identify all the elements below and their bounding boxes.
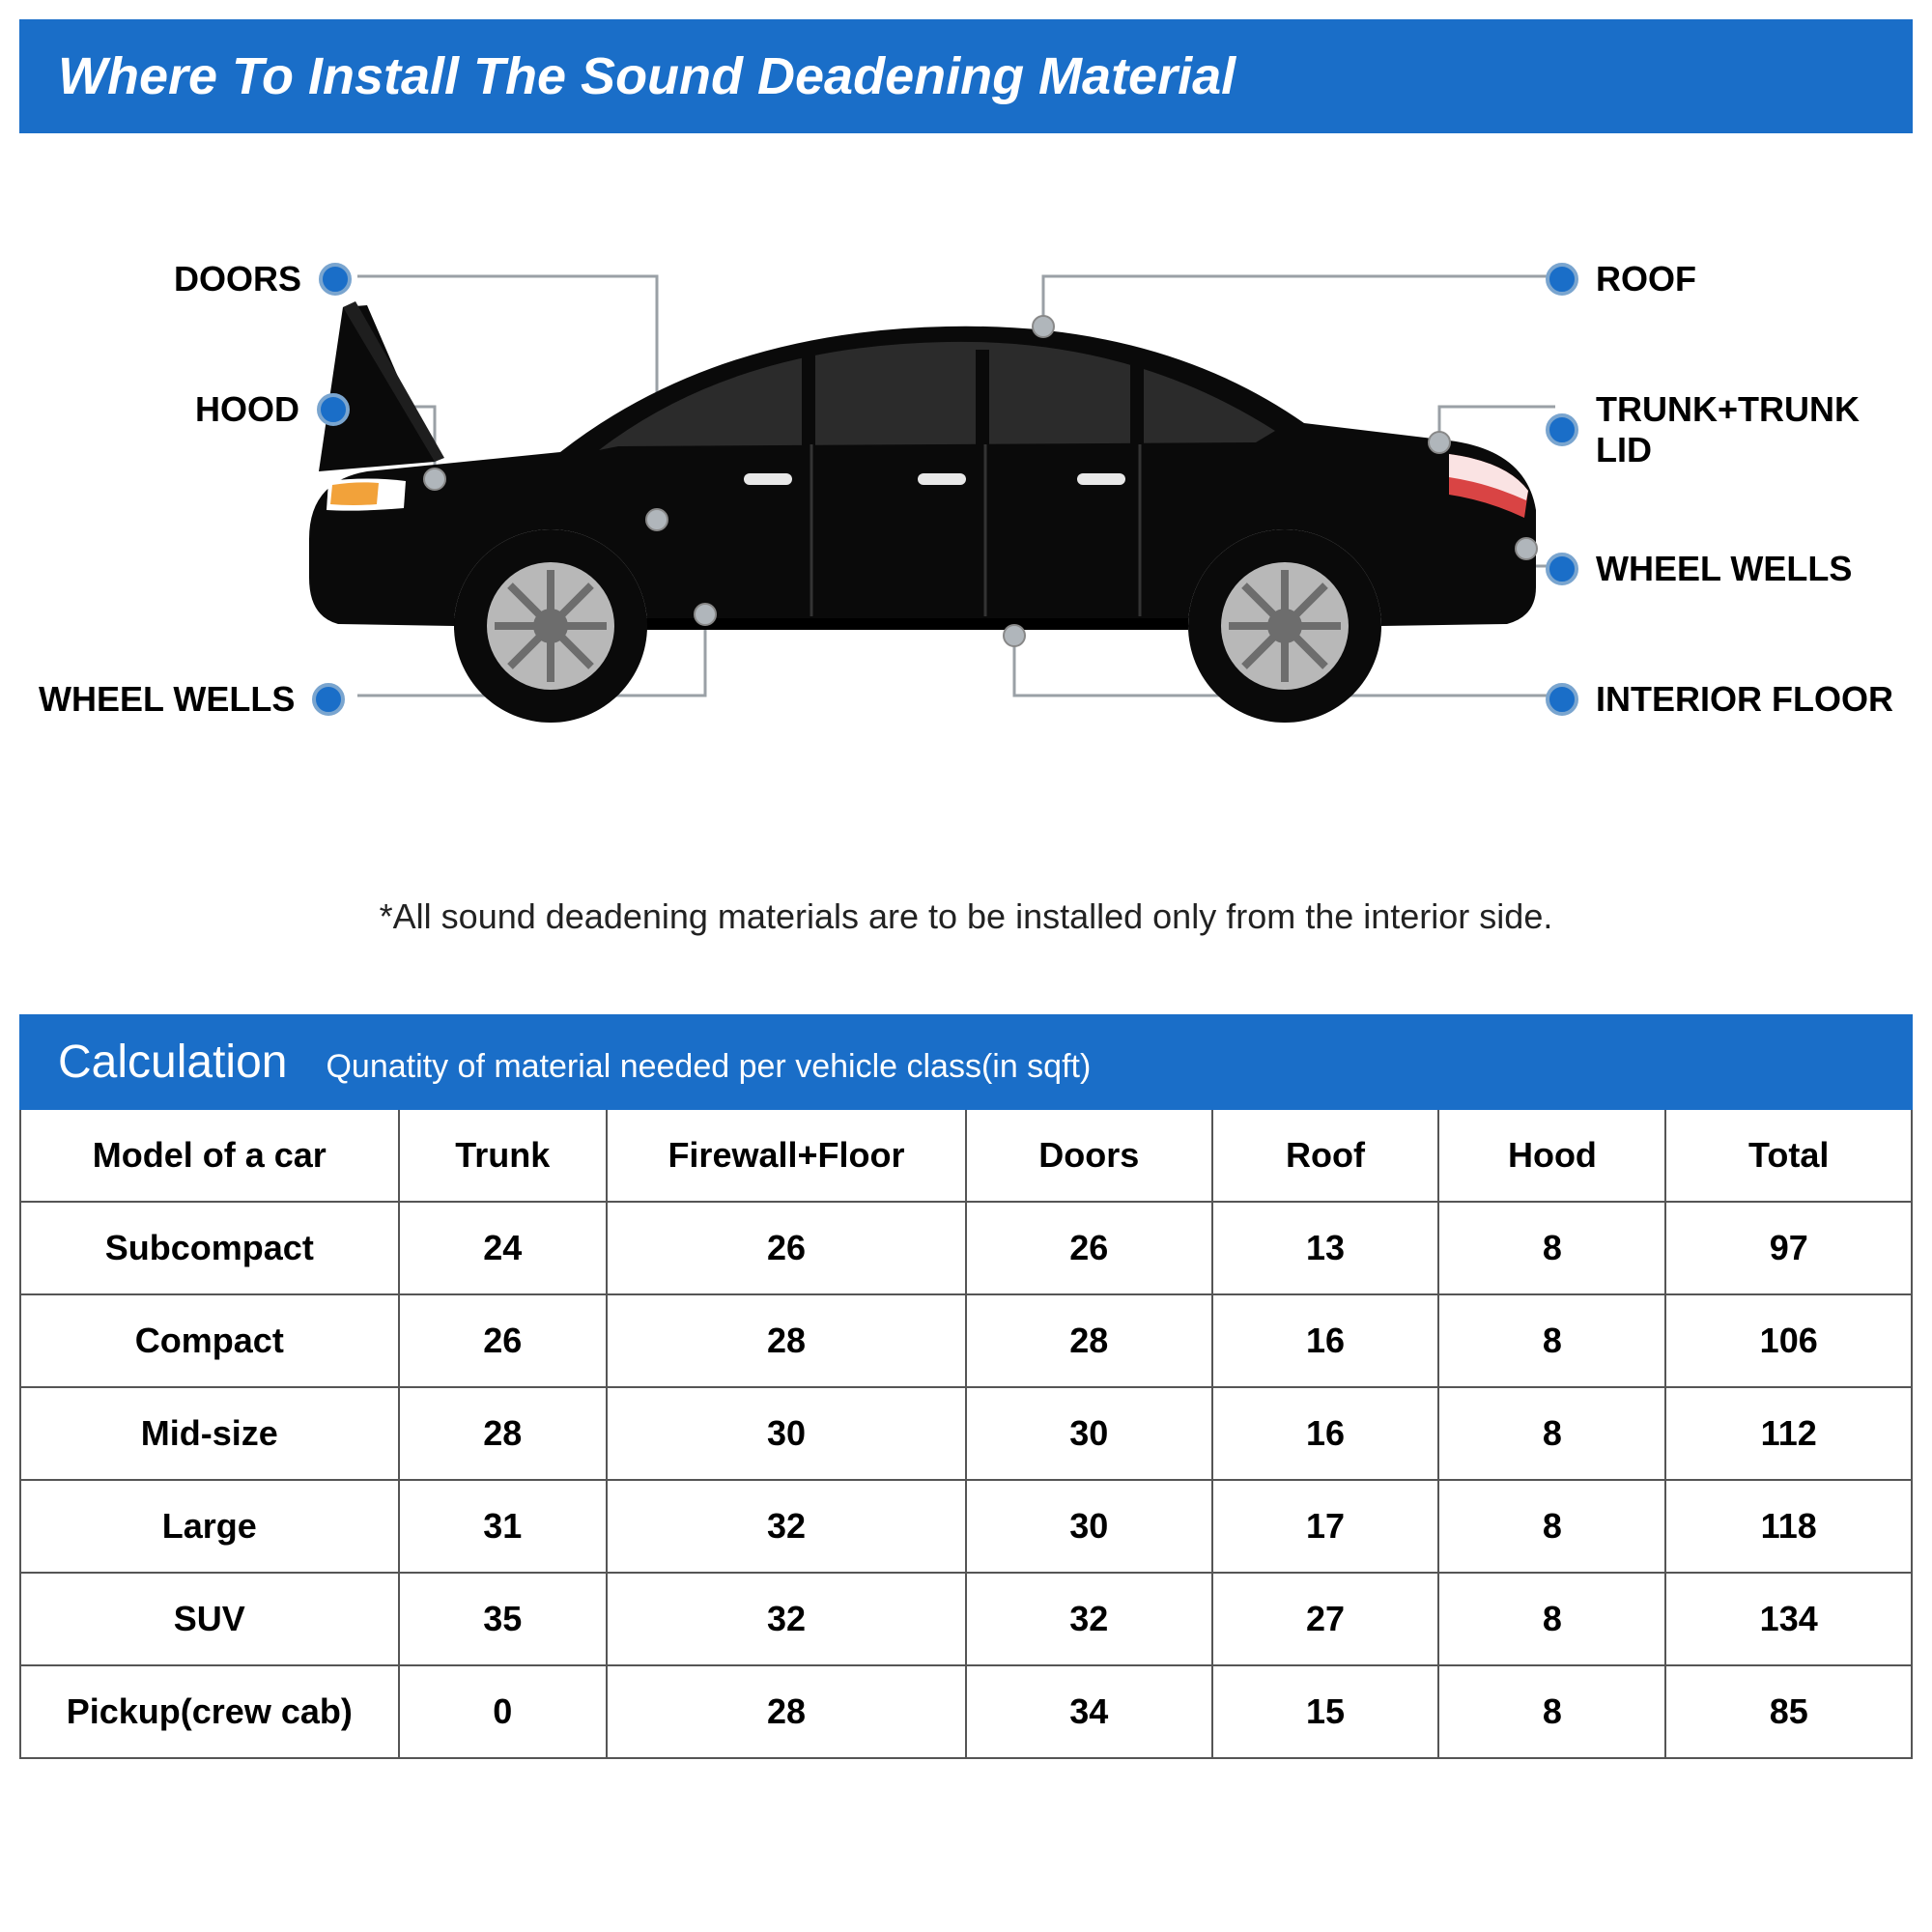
value-cell: 85 xyxy=(1665,1665,1912,1758)
header-title: Where To Install The Sound Deadening Mat… xyxy=(58,47,1236,105)
callout-line xyxy=(1043,276,1555,327)
value-cell: 112 xyxy=(1665,1387,1912,1480)
table-row: Mid-size283030168112 xyxy=(20,1387,1912,1480)
car-callout-dot xyxy=(695,604,716,625)
callout-label: WHEEL WELLS xyxy=(1596,549,1852,589)
value-cell: 8 xyxy=(1438,1480,1665,1573)
model-cell: Compact xyxy=(20,1294,399,1387)
car-illustration xyxy=(309,301,1536,723)
col-total: Total xyxy=(1665,1110,1912,1202)
callout-label: ROOF xyxy=(1596,259,1696,299)
value-cell: 32 xyxy=(607,1480,966,1573)
value-cell: 118 xyxy=(1665,1480,1912,1573)
callout-label: DOORS xyxy=(174,259,301,299)
value-cell: 28 xyxy=(399,1387,607,1480)
footnote: *All sound deadening materials are to be… xyxy=(19,896,1913,937)
value-cell: 26 xyxy=(399,1294,607,1387)
table-head-row: Model of a carTrunkFirewall+FloorDoorsRo… xyxy=(20,1110,1912,1202)
table-header: Calculation Qunatity of material needed … xyxy=(19,1014,1913,1110)
car-diagram: DOORS HOOD WHEEL WELLS ROOF TRUNK+TRUNK LID… xyxy=(19,191,1913,887)
value-cell: 28 xyxy=(607,1294,966,1387)
car-callout-dot xyxy=(1429,432,1450,453)
value-cell: 16 xyxy=(1212,1294,1439,1387)
value-cell: 8 xyxy=(1438,1387,1665,1480)
value-cell: 32 xyxy=(607,1573,966,1665)
value-cell: 16 xyxy=(1212,1387,1439,1480)
callout-dot-icon xyxy=(317,393,350,426)
value-cell: 26 xyxy=(966,1202,1212,1294)
table-row: SUV353232278134 xyxy=(20,1573,1912,1665)
header-bar: Where To Install The Sound Deadening Mat… xyxy=(19,19,1913,133)
col-hood: Hood xyxy=(1438,1110,1665,1202)
callout-label: WHEEL WELLS xyxy=(39,679,295,720)
model-cell: Subcompact xyxy=(20,1202,399,1294)
value-cell: 8 xyxy=(1438,1573,1665,1665)
value-cell: 24 xyxy=(399,1202,607,1294)
value-cell: 0 xyxy=(399,1665,607,1758)
value-cell: 8 xyxy=(1438,1202,1665,1294)
callout-dot-icon xyxy=(312,683,345,716)
value-cell: 13 xyxy=(1212,1202,1439,1294)
value-cell: 35 xyxy=(399,1573,607,1665)
value-cell: 106 xyxy=(1665,1294,1912,1387)
col-firewall-floor: Firewall+Floor xyxy=(607,1110,966,1202)
value-cell: 32 xyxy=(966,1573,1212,1665)
table-row: Large313230178118 xyxy=(20,1480,1912,1573)
model-cell: SUV xyxy=(20,1573,399,1665)
value-cell: 17 xyxy=(1212,1480,1439,1573)
value-cell: 97 xyxy=(1665,1202,1912,1294)
model-cell: Mid-size xyxy=(20,1387,399,1480)
table-row: Pickup(crew cab)0283415885 xyxy=(20,1665,1912,1758)
callout-label: TRUNK+TRUNK LID xyxy=(1596,389,1913,470)
callout-line xyxy=(1439,407,1555,442)
value-cell: 15 xyxy=(1212,1665,1439,1758)
callout-trunk-trunk-lid: TRUNK+TRUNK LID xyxy=(1546,389,1913,470)
callout-roof: ROOF xyxy=(1546,259,1696,299)
car-callout-dot xyxy=(1004,625,1025,646)
table-title: Calculation xyxy=(58,1036,287,1089)
car-callout-dot xyxy=(1033,316,1054,337)
car-callout-dot xyxy=(1516,538,1537,559)
value-cell: 8 xyxy=(1438,1294,1665,1387)
callout-wheel-wells: WHEEL WELLS xyxy=(1546,549,1852,589)
car-callout-dot xyxy=(424,469,445,490)
col-doors: Doors xyxy=(966,1110,1212,1202)
col-roof: Roof xyxy=(1212,1110,1439,1202)
callout-dot-icon xyxy=(319,263,352,296)
callout-doors: DOORS xyxy=(174,259,352,299)
col-trunk: Trunk xyxy=(399,1110,607,1202)
table-row: Subcompact24262613897 xyxy=(20,1202,1912,1294)
callout-label: INTERIOR FLOOR xyxy=(1596,679,1893,720)
car-callout-dot xyxy=(646,509,668,530)
table-row: Compact262828168106 xyxy=(20,1294,1912,1387)
value-cell: 28 xyxy=(607,1665,966,1758)
callout-dot-icon xyxy=(1546,683,1578,716)
callout-interior-floor: INTERIOR FLOOR xyxy=(1546,679,1893,720)
callout-dot-icon xyxy=(1546,413,1578,446)
callout-dot-icon xyxy=(1546,553,1578,585)
callout-dot-icon xyxy=(1546,263,1578,296)
value-cell: 27 xyxy=(1212,1573,1439,1665)
value-cell: 8 xyxy=(1438,1665,1665,1758)
value-cell: 28 xyxy=(966,1294,1212,1387)
value-cell: 34 xyxy=(966,1665,1212,1758)
value-cell: 30 xyxy=(966,1480,1212,1573)
callout-hood: HOOD xyxy=(195,389,350,430)
value-cell: 26 xyxy=(607,1202,966,1294)
callout-label: HOOD xyxy=(195,389,299,430)
model-cell: Pickup(crew cab) xyxy=(20,1665,399,1758)
footnote-text: *All sound deadening materials are to be… xyxy=(380,896,1553,936)
value-cell: 31 xyxy=(399,1480,607,1573)
value-cell: 30 xyxy=(607,1387,966,1480)
value-cell: 30 xyxy=(966,1387,1212,1480)
callout-wheel-wells: WHEEL WELLS xyxy=(39,679,345,720)
material-table: Model of a carTrunkFirewall+FloorDoorsRo… xyxy=(19,1110,1913,1759)
value-cell: 134 xyxy=(1665,1573,1912,1665)
model-cell: Large xyxy=(20,1480,399,1573)
table-subtitle: Qunatity of material needed per vehicle … xyxy=(326,1048,1091,1086)
col-model-of-a-car: Model of a car xyxy=(20,1110,399,1202)
